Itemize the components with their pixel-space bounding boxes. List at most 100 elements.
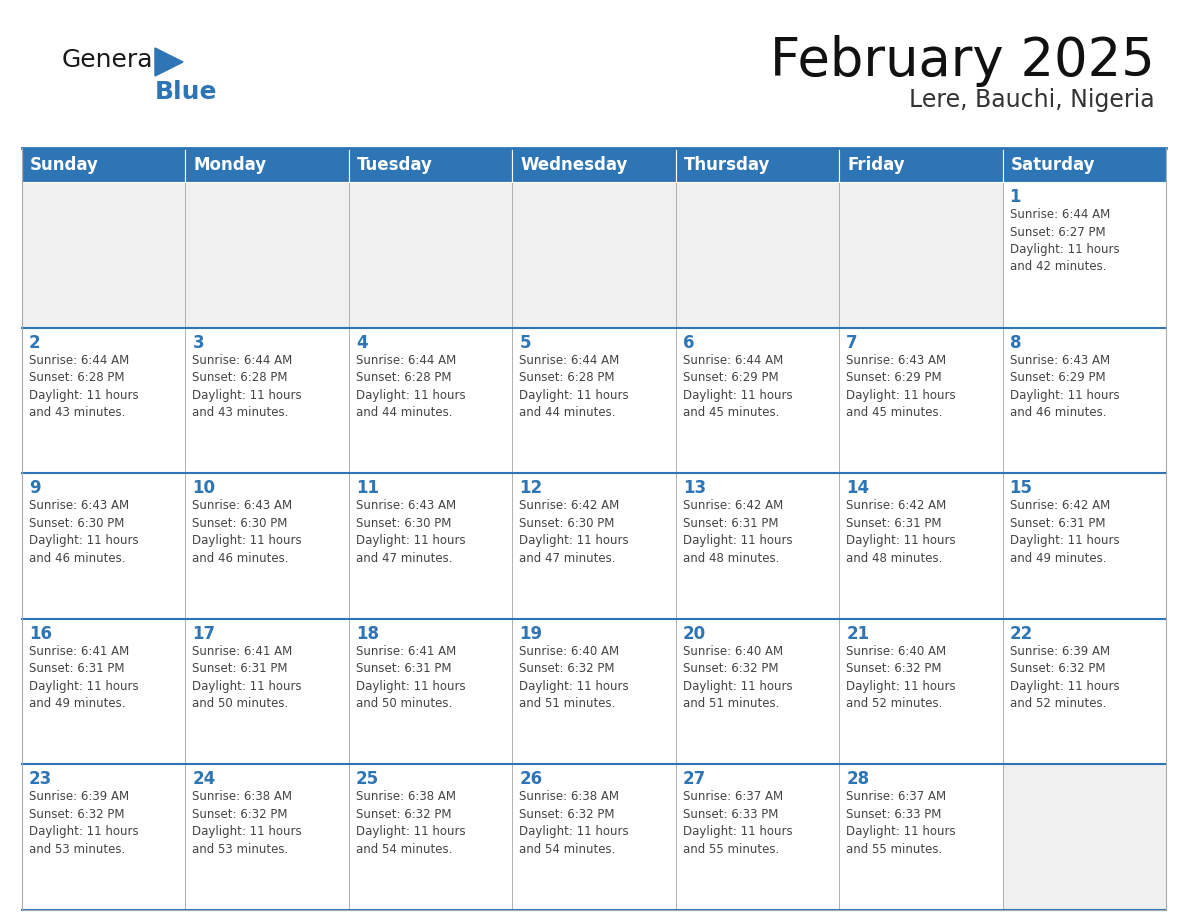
Text: 27: 27 [683,770,706,789]
Bar [512,765,676,910]
Text: Sunday: Sunday [30,156,99,174]
Bar [349,148,512,182]
Text: 19: 19 [519,625,543,643]
Text: 10: 10 [192,479,215,498]
Text: 12: 12 [519,479,543,498]
Text: Wednesday: Wednesday [520,156,627,174]
Text: 13: 13 [683,479,706,498]
Text: Sunrise: 6:39 AM
Sunset: 6:32 PM
Daylight: 11 hours
and 53 minutes.: Sunrise: 6:39 AM Sunset: 6:32 PM Dayligh… [29,790,139,856]
Text: 15: 15 [1010,479,1032,498]
Bar [676,619,839,765]
Bar [512,148,676,182]
Bar [1003,328,1165,473]
Text: General: General [62,48,160,72]
Text: 14: 14 [846,479,870,498]
Bar [839,182,1003,328]
Text: Sunrise: 6:44 AM
Sunset: 6:28 PM
Daylight: 11 hours
and 44 minutes.: Sunrise: 6:44 AM Sunset: 6:28 PM Dayligh… [519,353,628,420]
Text: Lere, Bauchi, Nigeria: Lere, Bauchi, Nigeria [909,88,1155,112]
Text: Sunrise: 6:44 AM
Sunset: 6:29 PM
Daylight: 11 hours
and 45 minutes.: Sunrise: 6:44 AM Sunset: 6:29 PM Dayligh… [683,353,792,420]
Text: 11: 11 [356,479,379,498]
Text: 8: 8 [1010,333,1020,352]
Text: Sunrise: 6:44 AM
Sunset: 6:27 PM
Daylight: 11 hours
and 42 minutes.: Sunrise: 6:44 AM Sunset: 6:27 PM Dayligh… [1010,208,1119,274]
Bar [185,148,349,182]
Text: February 2025: February 2025 [770,35,1155,87]
Bar [23,619,185,765]
Bar [512,182,676,328]
Text: 23: 23 [29,770,52,789]
Text: Sunrise: 6:38 AM
Sunset: 6:32 PM
Daylight: 11 hours
and 54 minutes.: Sunrise: 6:38 AM Sunset: 6:32 PM Dayligh… [356,790,466,856]
Text: Blue: Blue [154,80,217,104]
Text: Sunrise: 6:43 AM
Sunset: 6:30 PM
Daylight: 11 hours
and 46 minutes.: Sunrise: 6:43 AM Sunset: 6:30 PM Dayligh… [192,499,302,565]
Text: 7: 7 [846,333,858,352]
Bar [1003,619,1165,765]
Text: 17: 17 [192,625,215,643]
Text: Sunrise: 6:44 AM
Sunset: 6:28 PM
Daylight: 11 hours
and 43 minutes.: Sunrise: 6:44 AM Sunset: 6:28 PM Dayligh… [192,353,302,420]
Text: Monday: Monday [194,156,266,174]
Text: 26: 26 [519,770,543,789]
Text: 9: 9 [29,479,40,498]
Bar [839,473,1003,619]
Bar [349,473,512,619]
Text: 22: 22 [1010,625,1032,643]
Text: Sunrise: 6:40 AM
Sunset: 6:32 PM
Daylight: 11 hours
and 51 minutes.: Sunrise: 6:40 AM Sunset: 6:32 PM Dayligh… [519,644,628,711]
Text: Sunrise: 6:41 AM
Sunset: 6:31 PM
Daylight: 11 hours
and 49 minutes.: Sunrise: 6:41 AM Sunset: 6:31 PM Dayligh… [29,644,139,711]
Text: 28: 28 [846,770,870,789]
Text: Sunrise: 6:41 AM
Sunset: 6:31 PM
Daylight: 11 hours
and 50 minutes.: Sunrise: 6:41 AM Sunset: 6:31 PM Dayligh… [192,644,302,711]
Text: 1: 1 [1010,188,1020,206]
Text: 25: 25 [356,770,379,789]
Bar [839,148,1003,182]
Text: 20: 20 [683,625,706,643]
Bar [349,328,512,473]
Bar [23,182,185,328]
Text: Sunrise: 6:40 AM
Sunset: 6:32 PM
Daylight: 11 hours
and 51 minutes.: Sunrise: 6:40 AM Sunset: 6:32 PM Dayligh… [683,644,792,711]
Bar [839,765,1003,910]
Text: Friday: Friday [847,156,905,174]
Bar [839,328,1003,473]
Text: Sunrise: 6:42 AM
Sunset: 6:30 PM
Daylight: 11 hours
and 47 minutes.: Sunrise: 6:42 AM Sunset: 6:30 PM Dayligh… [519,499,628,565]
Text: Sunrise: 6:39 AM
Sunset: 6:32 PM
Daylight: 11 hours
and 52 minutes.: Sunrise: 6:39 AM Sunset: 6:32 PM Dayligh… [1010,644,1119,711]
Text: Sunrise: 6:43 AM
Sunset: 6:30 PM
Daylight: 11 hours
and 46 minutes.: Sunrise: 6:43 AM Sunset: 6:30 PM Dayligh… [29,499,139,565]
Text: Sunrise: 6:42 AM
Sunset: 6:31 PM
Daylight: 11 hours
and 49 minutes.: Sunrise: 6:42 AM Sunset: 6:31 PM Dayligh… [1010,499,1119,565]
Text: Sunrise: 6:43 AM
Sunset: 6:29 PM
Daylight: 11 hours
and 46 minutes.: Sunrise: 6:43 AM Sunset: 6:29 PM Dayligh… [1010,353,1119,420]
Bar [185,473,349,619]
Text: 2: 2 [29,333,40,352]
Text: Sunrise: 6:37 AM
Sunset: 6:33 PM
Daylight: 11 hours
and 55 minutes.: Sunrise: 6:37 AM Sunset: 6:33 PM Dayligh… [683,790,792,856]
Bar [676,182,839,328]
Text: 24: 24 [192,770,216,789]
Bar [23,328,185,473]
Bar [512,328,676,473]
Text: Sunrise: 6:44 AM
Sunset: 6:28 PM
Daylight: 11 hours
and 43 minutes.: Sunrise: 6:44 AM Sunset: 6:28 PM Dayligh… [29,353,139,420]
Text: Sunrise: 6:38 AM
Sunset: 6:32 PM
Daylight: 11 hours
and 54 minutes.: Sunrise: 6:38 AM Sunset: 6:32 PM Dayligh… [519,790,628,856]
Text: Tuesday: Tuesday [356,156,432,174]
Bar [185,328,349,473]
Text: 4: 4 [356,333,367,352]
Bar [676,765,839,910]
Bar [23,473,185,619]
Bar [185,619,349,765]
Bar [839,619,1003,765]
Text: Sunrise: 6:40 AM
Sunset: 6:32 PM
Daylight: 11 hours
and 52 minutes.: Sunrise: 6:40 AM Sunset: 6:32 PM Dayligh… [846,644,956,711]
Text: Sunrise: 6:37 AM
Sunset: 6:33 PM
Daylight: 11 hours
and 55 minutes.: Sunrise: 6:37 AM Sunset: 6:33 PM Dayligh… [846,790,956,856]
Text: Sunrise: 6:41 AM
Sunset: 6:31 PM
Daylight: 11 hours
and 50 minutes.: Sunrise: 6:41 AM Sunset: 6:31 PM Dayligh… [356,644,466,711]
Bar [1003,765,1165,910]
Bar [676,148,839,182]
Text: Thursday: Thursday [684,156,770,174]
Text: 16: 16 [29,625,52,643]
Bar [185,182,349,328]
Text: Saturday: Saturday [1011,156,1095,174]
Bar [185,765,349,910]
Bar [676,473,839,619]
Text: Sunrise: 6:43 AM
Sunset: 6:30 PM
Daylight: 11 hours
and 47 minutes.: Sunrise: 6:43 AM Sunset: 6:30 PM Dayligh… [356,499,466,565]
Text: 18: 18 [356,625,379,643]
Text: 6: 6 [683,333,694,352]
Text: 3: 3 [192,333,204,352]
Bar [1003,148,1165,182]
Text: Sunrise: 6:38 AM
Sunset: 6:32 PM
Daylight: 11 hours
and 53 minutes.: Sunrise: 6:38 AM Sunset: 6:32 PM Dayligh… [192,790,302,856]
Bar [23,765,185,910]
Bar [1003,473,1165,619]
Bar [512,619,676,765]
Bar [512,473,676,619]
Bar [23,148,185,182]
Bar [349,182,512,328]
Text: 5: 5 [519,333,531,352]
